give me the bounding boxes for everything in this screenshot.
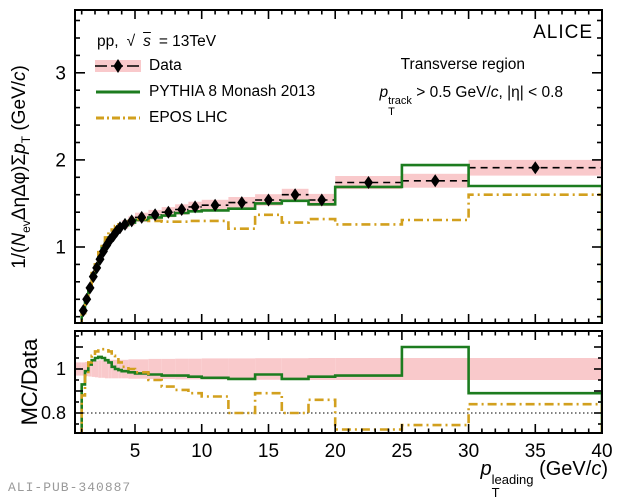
tick-label: 2 — [55, 150, 66, 171]
data-markers — [78, 161, 540, 318]
ratio-y-axis-label: MC/Data — [17, 338, 42, 426]
tick-label: 30 — [458, 441, 479, 462]
main-frame — [74, 9, 603, 324]
tick-label: 0.8 — [41, 403, 66, 423]
sqrt-symbol: √ — [126, 33, 136, 50]
legend-entry-data: Data — [95, 55, 315, 77]
legend-entry-label: Data — [149, 57, 182, 74]
tick-label: 3 — [55, 63, 66, 84]
ratio-panel-plot — [75, 345, 602, 433]
pythia-line-swatch — [96, 90, 140, 94]
ratio-syst-band — [75, 358, 602, 380]
legend-collision-system: pp, √ s = 13TeV — [97, 33, 217, 50]
region-label: Transverse region — [400, 56, 525, 73]
ratio-pythia-curve — [80, 345, 602, 433]
legend-entry-pythia: PYTHIA 8 Monash 2013 — [95, 81, 315, 103]
axes: 5 10 15 20 25 30 35 40 1 2 3 0.8 1 — [41, 9, 613, 462]
legend: pp, √ s = 13TeV Data PYTHIA 8 Monash 2013… — [95, 33, 315, 129]
data-line — [75, 166, 602, 323]
pythia-curve — [80, 163, 602, 323]
tick-label: 15 — [258, 441, 279, 462]
ratio-frame — [74, 330, 603, 434]
data-marker-swatch — [95, 59, 141, 73]
selection-cuts-label: p track T > 0.5 GeV/c, |η| < 0.8 — [379, 84, 563, 118]
data-syst-band — [81, 159, 602, 312]
xlabel-superscript-stack: leading T — [491, 472, 534, 500]
y-axis-label: 1/(NevΔηΔφ)ΣpT (GeV/c) — [9, 65, 33, 269]
x-axis-label: p leading T (GeV/c) — [480, 458, 608, 500]
epos-line-swatch — [96, 116, 140, 120]
ratio-epos-curve — [80, 347, 602, 433]
figure-id-watermark: ALI-PUB-340887 — [8, 480, 132, 495]
legend-entry-label: EPOS LHC — [149, 109, 228, 126]
tick-label: 35 — [525, 441, 546, 462]
legend-entry-epos: EPOS LHC — [95, 107, 315, 129]
cut-superscript-stack: track T — [388, 94, 412, 118]
main-panel-plot — [75, 159, 602, 323]
tick-label: 1 — [55, 238, 66, 259]
tick-label: 1 — [56, 359, 66, 379]
tick-label: 20 — [325, 441, 346, 462]
tick-label: 10 — [191, 441, 212, 462]
experiment-label: ALICE — [533, 22, 593, 43]
tick-label: 25 — [391, 441, 412, 462]
legend-entry-label: PYTHIA 8 Monash 2013 — [149, 83, 316, 100]
tick-label: 40 — [591, 441, 612, 462]
tick-label: 5 — [130, 441, 141, 462]
